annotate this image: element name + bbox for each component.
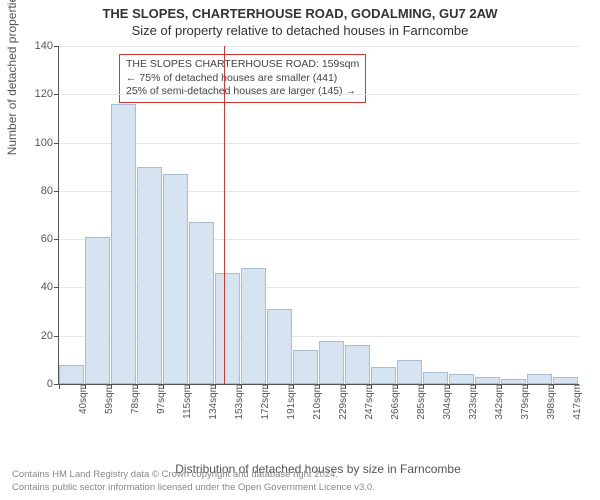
x-tick-label: 398sqm [544,384,557,420]
y-tick-label: 140 [35,40,59,52]
annotation-line: THE SLOPES CHARTERHOUSE ROAD: 159sqm [126,58,359,72]
y-tick-label: 80 [41,185,59,197]
x-tick-label: 40sqm [76,384,89,414]
x-tick-label: 323sqm [466,384,479,420]
x-tick-label: 285sqm [414,384,427,420]
x-tick-label: 59sqm [102,384,115,414]
histogram-bar [319,341,344,384]
y-tick-label: 0 [47,378,59,390]
reference-line [224,46,225,384]
x-tick-label: 379sqm [518,384,531,420]
histogram-bar [527,374,552,384]
x-tick-label: 266sqm [388,384,401,420]
chart-subtitle: Size of property relative to detached ho… [0,21,600,38]
histogram-bar [345,345,370,384]
x-tick-label: 78sqm [128,384,141,414]
histogram-bar [449,374,474,384]
y-axis-label: Number of detached properties [5,0,19,155]
x-tick-label: 210sqm [310,384,323,420]
histogram-bar [189,222,214,384]
histogram-bar [267,309,292,384]
annotation-line: ← 75% of detached houses are smaller (44… [126,72,359,86]
x-tick-label: 417sqm [570,384,583,420]
histogram-bar [553,377,578,384]
chart-area: Number of detached properties THE SLOPES… [58,46,578,416]
y-tick-label: 40 [41,281,59,293]
histogram-bar [423,372,448,384]
histogram-bar [111,104,136,384]
credits: Contains HM Land Registry data © Crown c… [12,469,375,494]
gridline [59,143,579,144]
plot-area: THE SLOPES CHARTERHOUSE ROAD: 159sqm ← 7… [58,46,579,385]
gridline [59,94,579,95]
credits-line: Contains public sector information licen… [12,482,375,494]
x-tick-label: 229sqm [336,384,349,420]
chart-title: THE SLOPES, CHARTERHOUSE ROAD, GODALMING… [0,0,600,21]
histogram-bar [293,350,318,384]
x-tick-label: 247sqm [362,384,375,420]
y-tick-label: 100 [35,137,59,149]
histogram-bar [137,167,162,384]
histogram-bar [397,360,422,384]
annotation-box: THE SLOPES CHARTERHOUSE ROAD: 159sqm ← 7… [119,54,366,103]
histogram-bar [475,377,500,384]
histogram-bar [241,268,266,384]
credits-line: Contains HM Land Registry data © Crown c… [12,469,375,481]
y-tick-label: 120 [35,88,59,100]
histogram-bar [371,367,396,384]
x-tick-label: 97sqm [154,384,167,414]
y-tick-label: 20 [41,330,59,342]
histogram-bar [215,273,240,384]
x-tick-label: 191sqm [284,384,297,420]
x-tick-label: 115sqm [180,384,193,419]
histogram-bar [163,174,188,384]
gridline [59,46,579,47]
histogram-bar [59,365,84,384]
x-tick-label: 172sqm [258,384,271,420]
chart-container: THE SLOPES, CHARTERHOUSE ROAD, GODALMING… [0,0,600,500]
x-tick-label: 153sqm [232,384,245,420]
y-tick-label: 60 [41,233,59,245]
histogram-bar [85,237,110,384]
x-tick-label: 342sqm [492,384,505,420]
x-tick-label: 134sqm [206,384,219,420]
x-tick-label: 304sqm [440,384,453,420]
annotation-line: 25% of semi-detached houses are larger (… [126,85,359,99]
